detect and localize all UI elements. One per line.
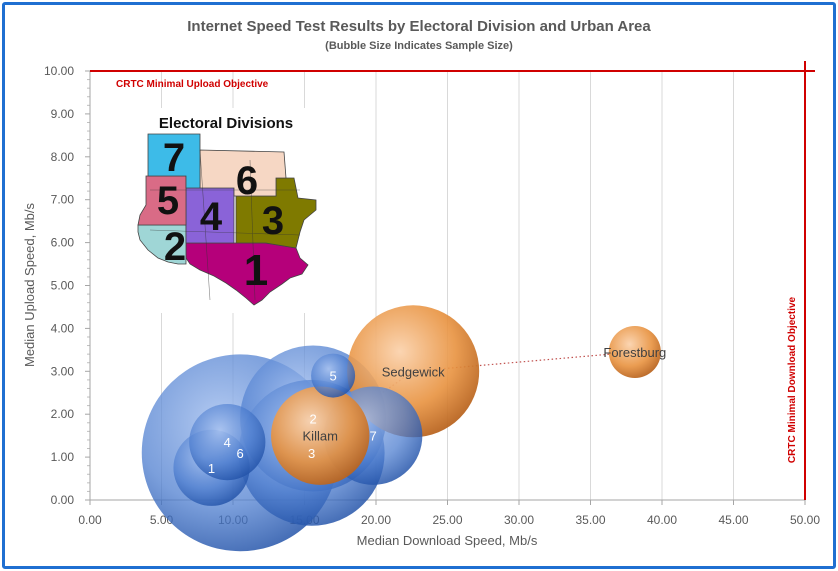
- bubble-label-4: 4: [224, 435, 231, 450]
- bubble-label-2: 2: [309, 411, 316, 426]
- bubble-label-6: 6: [237, 446, 244, 461]
- y-tick-label: 7.00: [51, 193, 75, 207]
- upload-objective-label: CRTC Minimal Upload Objective: [116, 79, 269, 90]
- bubbles: [141, 305, 661, 552]
- x-tick-label: 35.00: [575, 513, 605, 527]
- y-tick-label: 4.00: [51, 321, 75, 335]
- bubble-labels: 6 2 3 Sedgewick 7 Killam 14 Forestburg 5: [208, 345, 666, 476]
- x-tick-label: 30.00: [504, 513, 534, 527]
- division-7-region: [147, 133, 201, 189]
- y-tick-label: 10.00: [44, 64, 74, 78]
- x-tick-label: 25.00: [432, 513, 462, 527]
- chart-title: Internet Speed Test Results by Electoral…: [187, 18, 651, 35]
- y-tick-label: 9.00: [51, 107, 75, 121]
- bubble-label-killam: Killam: [303, 429, 338, 444]
- reference-lines: CRTC Minimal Upload Objective CRTC Minima…: [90, 61, 815, 500]
- division-1-number: 1: [244, 246, 268, 295]
- division-3-number: 3: [262, 199, 284, 243]
- bubble-killam: [271, 386, 370, 485]
- bubble-label-1: 1: [208, 461, 215, 476]
- bubble-4: [189, 403, 266, 481]
- bubble-label-sedgewick: Sedgewick: [382, 364, 445, 379]
- y-tick-label: 0.00: [51, 493, 75, 507]
- division-6-region: [199, 149, 287, 197]
- x-axis-label: Median Download Speed, Mb/s: [357, 533, 538, 548]
- download-objective-label: CRTC Minimal Download Objective: [787, 297, 798, 464]
- map-roads: [149, 149, 301, 301]
- y-tick-label: 1.00: [51, 450, 75, 464]
- map-title: Electoral Divisions: [159, 115, 293, 132]
- x-tick-label: 0.00: [78, 513, 102, 527]
- division-7-number: 7: [163, 136, 185, 180]
- x-tick-label: 40.00: [647, 513, 677, 527]
- bubble-5: [311, 353, 356, 398]
- division-4-number: 4: [200, 195, 223, 239]
- bubble-label-5: 5: [329, 369, 336, 384]
- bubble-forestburg: [608, 325, 661, 379]
- chart-subtitle: (Bubble Size Indicates Sample Size): [325, 40, 513, 52]
- x-tick-label: 20.00: [361, 513, 391, 527]
- bubble-label-forestburg: Forestburg: [603, 345, 666, 360]
- y-tick-label: 8.00: [51, 150, 75, 164]
- y-tick-label: 3.00: [51, 364, 75, 378]
- y-tick-label: 2.00: [51, 407, 75, 421]
- y-tick-label: 5.00: [51, 279, 75, 293]
- division-5-number: 5: [157, 179, 179, 223]
- x-tick-label: 45.00: [718, 513, 748, 527]
- y-tick-labels: 0.00 1.00 2.00 3.00 4.00 5.00 6.00 7.00 8.00 9.00…: [44, 64, 74, 507]
- division-1-region: [185, 242, 309, 306]
- bubble-label-3: 3: [308, 446, 315, 461]
- division-2-number: 2: [164, 225, 186, 269]
- x-tick-label: 50.00: [790, 513, 820, 527]
- electoral-divisions-map: Electoral Divisions 1 2 3 4 5 6 7: [130, 108, 318, 313]
- y-axis-label: Median Upload Speed, Mb/s: [22, 202, 37, 367]
- bubble-label-7: 7: [370, 429, 377, 444]
- division-6-number: 6: [236, 159, 258, 203]
- y-tick-label: 6.00: [51, 236, 75, 250]
